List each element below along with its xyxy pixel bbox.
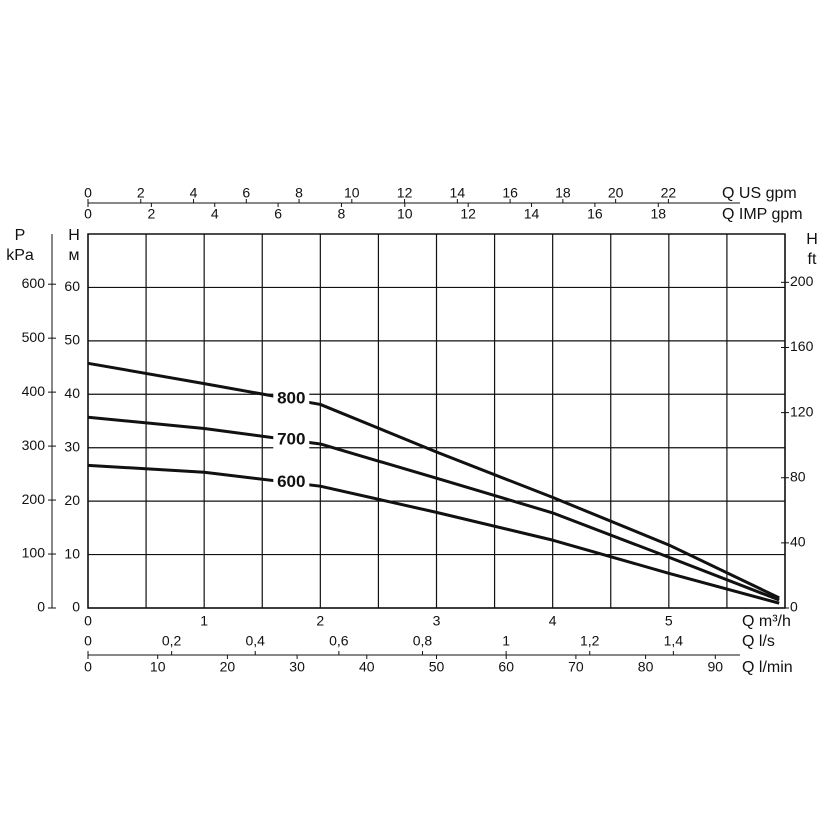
tick-label: 0,8 <box>413 633 433 649</box>
curve-label-bg <box>273 388 310 411</box>
tick-label: 12 <box>460 206 476 222</box>
tick-label: 30 <box>289 659 305 675</box>
tick-label: 1,2 <box>580 633 600 649</box>
tick-label: 70 <box>568 659 584 675</box>
tick-label: 22 <box>661 185 677 201</box>
pump-curve <box>87 361 780 600</box>
tick-label: 40 <box>790 534 806 550</box>
axis-title: Q l/min <box>742 659 793 676</box>
tick-label: 20 <box>608 185 624 201</box>
tick-label: 14 <box>524 206 540 222</box>
tick-label: 18 <box>650 206 666 222</box>
tick-label: 0,6 <box>329 633 349 649</box>
tick-label: 10 <box>150 659 166 675</box>
y-axis-title: H <box>68 227 80 244</box>
tick-label: 50 <box>429 659 445 675</box>
curve-label-bg <box>273 429 310 452</box>
tick-label: 12 <box>397 185 413 201</box>
tick-label: 8 <box>338 206 346 222</box>
x-tick-label: 2 <box>316 613 324 629</box>
tick-label: 6 <box>274 206 282 222</box>
tick-label: 300 <box>22 437 46 453</box>
x-axis-title: Q m³/h <box>742 613 791 630</box>
tick-label: 0 <box>37 599 45 615</box>
curve-label: 700 <box>277 430 305 449</box>
tick-label: 40 <box>359 659 375 675</box>
tick-label: 200 <box>790 273 814 289</box>
tick-label: 400 <box>22 383 46 399</box>
tick-label: 4 <box>211 206 219 222</box>
tick-label: 18 <box>555 185 571 201</box>
x-tick-label: 1 <box>200 613 208 629</box>
y-tick-label: 60 <box>64 278 80 294</box>
tick-label: 1 <box>502 633 510 649</box>
tick-label: 16 <box>587 206 603 222</box>
tick-label: 20 <box>220 659 236 675</box>
tick-label: 0 <box>790 599 798 615</box>
tick-label: 80 <box>790 468 806 484</box>
tick-label: 2 <box>147 206 155 222</box>
y-tick-label: 30 <box>64 438 80 454</box>
y-tick-label: 10 <box>64 545 80 561</box>
tick-label: 10 <box>344 185 360 201</box>
tick-label: 100 <box>22 545 46 561</box>
pump-curve <box>87 463 780 605</box>
tick-label: 0 <box>84 206 92 222</box>
x-tick-label: 3 <box>433 613 441 629</box>
y-tick-label: 40 <box>64 385 80 401</box>
tick-label: 600 <box>22 275 46 291</box>
tick-label: 2 <box>137 185 145 201</box>
axis-title: P <box>15 227 26 244</box>
y-tick-label: 20 <box>64 492 80 508</box>
curve-label: 800 <box>277 389 305 408</box>
tick-label: 80 <box>638 659 654 675</box>
tick-label: 4 <box>190 185 198 201</box>
tick-label: 160 <box>790 338 814 354</box>
tick-label: 500 <box>22 329 46 345</box>
tick-label: 60 <box>498 659 514 675</box>
y-axis-title: м <box>69 247 80 264</box>
curve-label-bg <box>273 471 310 494</box>
pump-curve <box>87 415 780 602</box>
axis-title: Q IMP gpm <box>722 206 803 223</box>
tick-label: 200 <box>22 491 46 507</box>
axis-title: ft <box>808 251 817 268</box>
axis-title: kPa <box>6 247 34 264</box>
tick-label: 0 <box>84 185 92 201</box>
tick-label: 0 <box>84 659 92 675</box>
tick-label: 0,4 <box>246 633 266 649</box>
axis-title: Q US gpm <box>722 185 797 202</box>
tick-label: 10 <box>397 206 413 222</box>
tick-label: 6 <box>242 185 250 201</box>
tick-label: 90 <box>708 659 724 675</box>
y-tick-label: 50 <box>64 332 80 348</box>
y-tick-label: 0 <box>72 599 80 615</box>
tick-label: 1,4 <box>664 633 684 649</box>
tick-label: 16 <box>502 185 518 201</box>
plot-frame <box>87 233 786 609</box>
axis-title: H <box>806 231 818 248</box>
tick-label: 0,2 <box>162 633 182 649</box>
curve-label: 600 <box>277 472 305 491</box>
tick-label: 120 <box>790 403 814 419</box>
x-tick-label: 0 <box>84 613 92 629</box>
tick-label: 0 <box>84 633 92 649</box>
axis-title: Q l/s <box>742 633 775 650</box>
tick-label: 8 <box>295 185 303 201</box>
tick-label: 14 <box>450 185 466 201</box>
x-tick-label: 4 <box>549 613 557 629</box>
x-tick-label: 5 <box>665 613 673 629</box>
